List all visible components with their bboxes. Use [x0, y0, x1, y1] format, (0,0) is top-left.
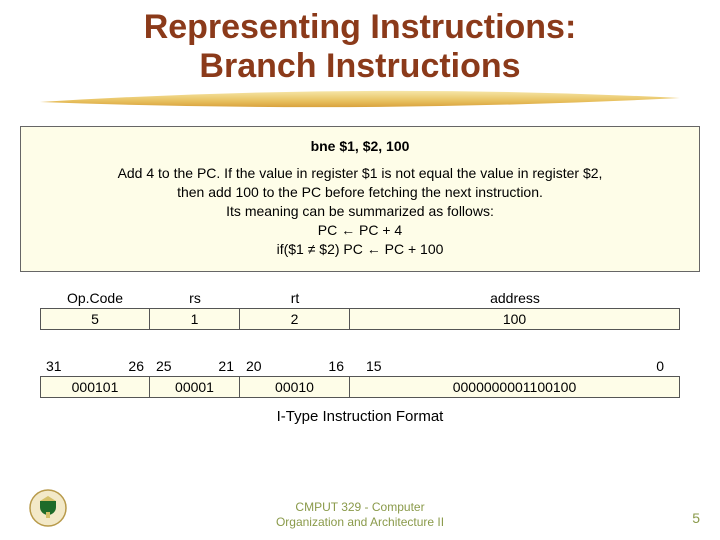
title-line-2: Branch Instructions	[199, 47, 520, 85]
header-opcode: Op.Code	[40, 290, 150, 306]
instruction-format-label: I-Type Instruction Format	[0, 408, 720, 425]
desc-line-3: Its meaning can be summarized as follows…	[33, 202, 687, 221]
slide-title: Representing Instructions: Branch Instru…	[0, 0, 720, 86]
field-values-row: 5 1 2 100	[40, 308, 680, 330]
value-rt: 2	[240, 308, 350, 330]
instruction-text: bne $1, $2, 100	[33, 137, 687, 156]
bit-range-row: 3126 2521 2016 150	[40, 358, 680, 374]
title-line-1: Representing Instructions:	[144, 8, 577, 46]
binary-rt: 00010	[240, 376, 350, 398]
footer-line-2: Organization and Architecture II	[276, 515, 444, 529]
bits-address: 150	[350, 358, 680, 374]
page-number: 5	[692, 510, 700, 526]
bits-rt: 2016	[240, 358, 350, 374]
binary-opcode: 000101	[40, 376, 150, 398]
value-rs: 1	[150, 308, 240, 330]
desc-line-4: PC ← PC + 4	[33, 221, 687, 240]
footer-course-info: CMPUT 329 - Computer Organization and Ar…	[0, 500, 720, 530]
value-address: 100	[350, 308, 680, 330]
binary-rs: 00001	[150, 376, 240, 398]
desc-line-2: then add 100 to the PC before fetching t…	[33, 183, 687, 202]
title-underline-swoosh	[40, 88, 680, 110]
bits-rs: 2521	[150, 358, 240, 374]
instruction-description-box: bne $1, $2, 100 Add 4 to the PC. If the …	[20, 126, 700, 271]
value-opcode: 5	[40, 308, 150, 330]
desc-line-5: if($1 ≠ $2) PC ← PC + 100	[33, 240, 687, 259]
binary-row: 000101 00001 00010 0000000001100100	[40, 376, 680, 398]
field-headers-row: Op.Code rs rt address	[40, 290, 680, 306]
header-rs: rs	[150, 290, 240, 306]
binary-address: 0000000001100100	[350, 376, 680, 398]
header-rt: rt	[240, 290, 350, 306]
bits-opcode: 3126	[40, 358, 150, 374]
header-address: address	[350, 290, 680, 306]
desc-line-1: Add 4 to the PC. If the value in registe…	[33, 164, 687, 183]
instruction-encoding-table: Op.Code rs rt address 5 1 2 100 3126 252…	[40, 290, 680, 398]
footer-line-1: CMPUT 329 - Computer	[295, 500, 424, 514]
